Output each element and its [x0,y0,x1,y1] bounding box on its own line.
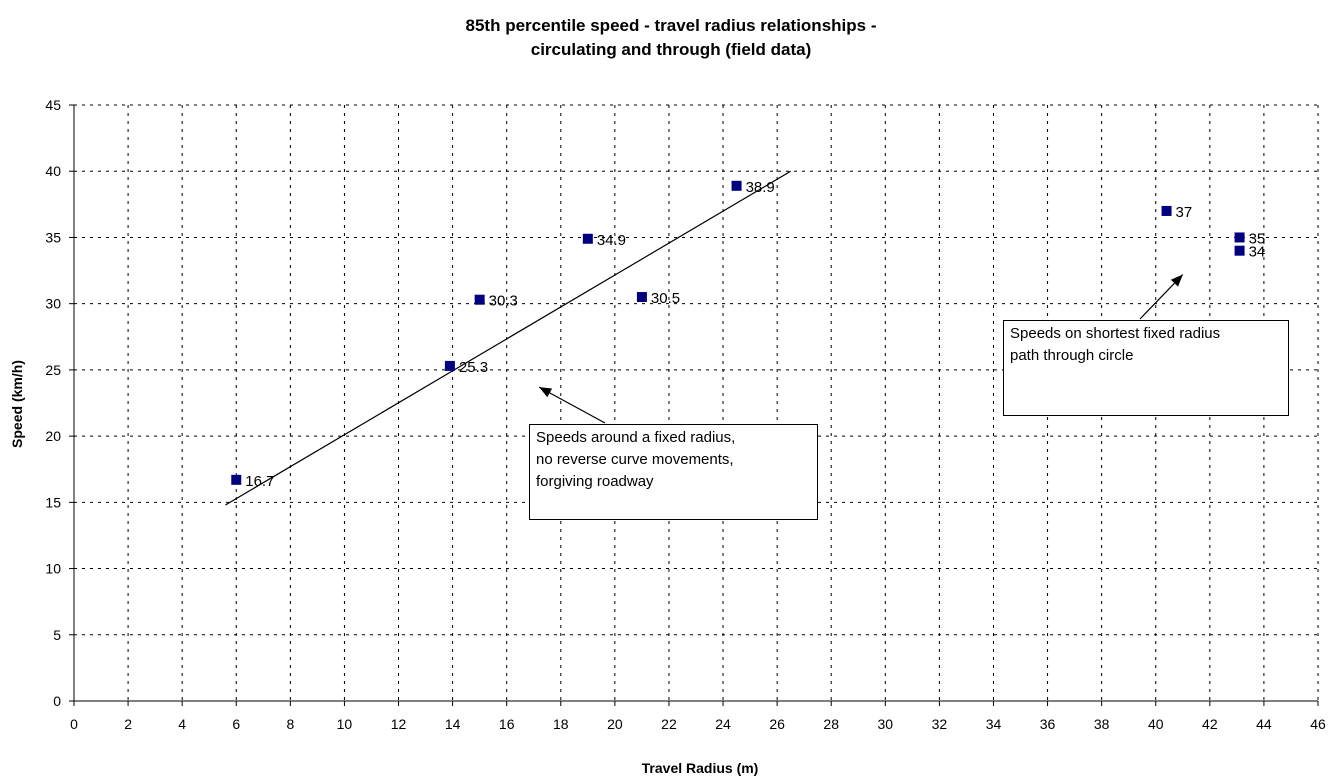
x-tick-label: 32 [932,716,948,732]
trendline-segment [225,170,791,506]
y-tick-label: 5 [53,627,61,643]
x-tick-label: 14 [445,716,461,732]
y-tick-label: 10 [45,561,61,577]
x-tick-label: 34 [986,716,1002,732]
callout-arrows [538,274,1184,424]
callout-arrowhead [1170,274,1183,287]
x-tick-label: 12 [391,716,407,732]
x-tick-label: 22 [661,716,677,732]
callout-text-line: Speeds around a fixed radius, [536,429,736,446]
callout-text-line: Speeds on shortest fixed radius [1010,325,1221,342]
x-tick-label: 26 [769,716,785,732]
x-tick-label: 16 [499,716,515,732]
chart-title-line-1: 85th percentile speed - travel radius re… [465,16,877,35]
callout-text-line: path through circle [1010,347,1134,364]
data-label: 37 [1176,204,1193,221]
data-point [731,180,742,191]
x-tick-label: 6 [232,716,240,732]
data-point [231,474,242,485]
callout-arrow-line [538,386,606,424]
callout-shortest-path: Speeds on shortest fixed radius path thro… [1003,320,1289,416]
x-tick-label: 46 [1310,716,1326,732]
y-tick-label: 15 [45,494,61,510]
x-tick-label: 20 [607,716,623,732]
data-label: 34.9 [597,232,626,249]
x-tick-label: 40 [1148,716,1164,732]
data-point [1234,232,1245,243]
y-axis-title: Speed (km/h) [9,360,25,448]
data-point [1234,245,1245,256]
x-tick-label: 2 [124,716,132,732]
y-tick-label: 35 [45,229,61,245]
x-axis-title: Travel Radius (m) [642,760,759,776]
trendline [225,170,791,506]
data-point [474,294,485,305]
x-tick-label: 10 [337,716,353,732]
x-tick-label: 8 [286,716,294,732]
data-point [582,233,593,244]
y-tick-label: 45 [45,97,61,113]
x-tick-label: 4 [178,716,186,732]
data-label: 30.3 [489,293,518,310]
data-point [444,360,455,371]
chart-title-line-2: circulating and through (field data) [530,40,812,59]
callout-arrowhead [539,387,553,398]
x-tick-label: 30 [878,716,894,732]
tick-labels: 0 2 4 6 8 10 12 14 16 18 20 22 24 26 28 30 32 34 36 38 40 42 4… [45,97,1326,732]
y-tick-label: 20 [45,428,61,444]
callout-text-line: forgiving roadway [536,473,654,490]
data-point [1161,205,1172,216]
y-tick-label: 40 [45,163,61,179]
data-label: 16.7 [245,473,274,490]
data-label: 38.9 [746,179,775,196]
data-point [636,292,647,303]
x-tick-label: 38 [1094,716,1110,732]
callout-text-line: no reverse curve movements, [536,451,734,468]
axes [69,104,1319,706]
data-label: 30.5 [651,290,680,307]
data-points [231,180,1245,485]
y-tick-label: 0 [53,693,61,709]
x-tick-label: 44 [1256,716,1272,732]
x-tick-label: 0 [70,716,78,732]
x-tick-label: 24 [715,716,731,732]
x-tick-label: 18 [553,716,569,732]
callout-fixed-radius: Speeds around a fixed radius, no reverse … [529,424,818,520]
y-tick-label: 30 [45,296,61,312]
data-label: 34 [1249,244,1266,261]
x-tick-label: 42 [1202,716,1218,732]
x-tick-label: 36 [1040,716,1056,732]
data-label: 25.3 [459,359,488,376]
data-label: 35 [1249,230,1266,247]
y-tick-label: 25 [45,362,61,378]
x-tick-label: 28 [823,716,839,732]
